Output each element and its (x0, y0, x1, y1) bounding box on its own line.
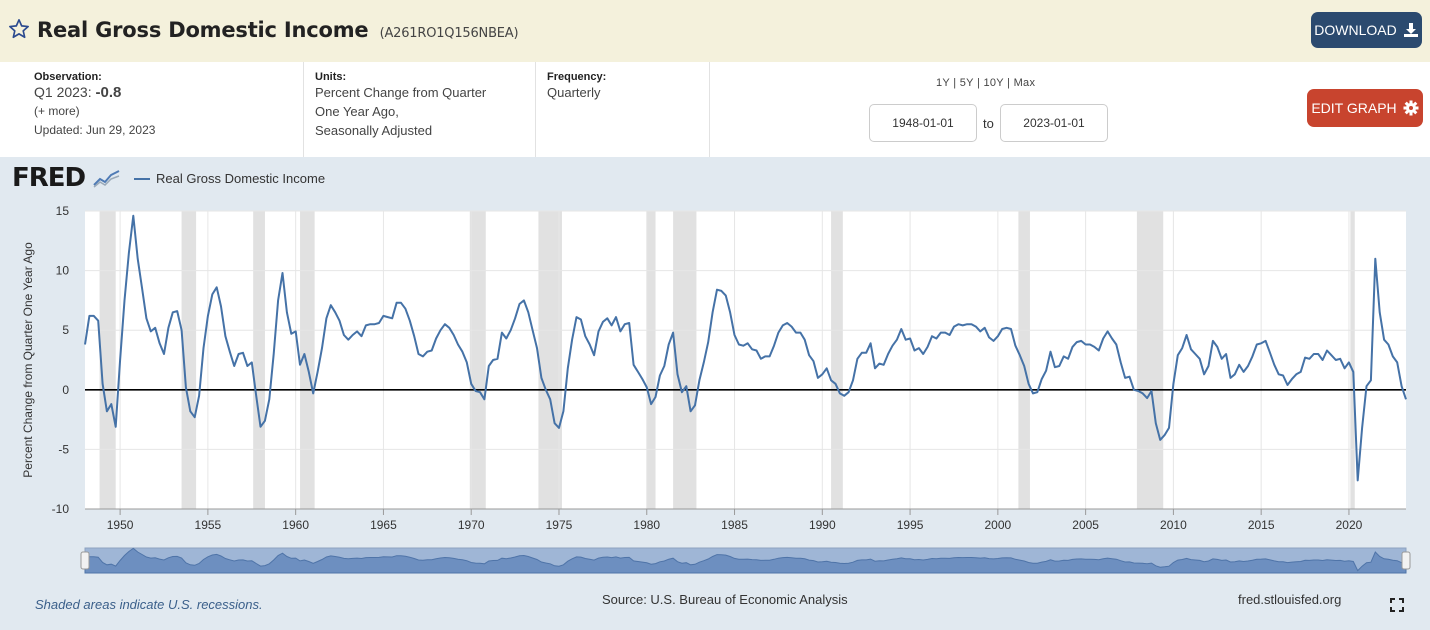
recession-band (646, 211, 656, 509)
line-chart[interactable]: -10 -5 0 5 10 15 1950 1955 1960 1965 1970 1975 1980 1… (0, 157, 1430, 577)
units-line-2: One Year Ago, (315, 104, 399, 119)
fred-chart-icon (93, 170, 120, 188)
page-title: Real Gross Domestic Income (A261RO1Q156N… (37, 18, 519, 42)
observation-number: -0.8 (95, 84, 122, 101)
y-tick-label: 5 (62, 323, 69, 337)
recession-band (300, 211, 315, 509)
series-id: (A261RO1Q156NBEA) (379, 26, 519, 41)
series-title: Real Gross Domestic Income (37, 18, 369, 42)
x-tick-label: 1960 (282, 518, 309, 532)
y-tick-label: 0 (62, 383, 69, 397)
updated-date: Updated: Jun 29, 2023 (34, 123, 156, 137)
y-tick-label: -10 (52, 502, 70, 516)
recession-band (253, 211, 265, 509)
series-line (84, 214, 1407, 482)
recession-band (1136, 211, 1164, 509)
observation-period: Q1 2023: (34, 84, 92, 100)
x-tick-label: 2000 (984, 518, 1011, 532)
observation-panel: Observation: Q1 2023: -0.8 (+ more) Upda… (0, 62, 304, 157)
download-label: DOWNLOAD (1314, 22, 1397, 38)
x-tick-label: 1965 (370, 518, 397, 532)
y-tick-label: 15 (56, 204, 70, 218)
x-tick-label: 1985 (721, 518, 748, 532)
x-tick-label: 1950 (107, 518, 134, 532)
units-panel: Units: Percent Change from Quarter One Y… (304, 62, 536, 157)
recession-band (538, 211, 562, 509)
end-date-input[interactable]: 2023-01-01 (1000, 104, 1108, 142)
legend-label: Real Gross Domestic Income (156, 171, 326, 186)
x-tick-label: 1980 (633, 518, 660, 532)
frequency-panel: Frequency: Quarterly (536, 62, 710, 157)
to-label: to (983, 116, 994, 131)
fullscreen-icon[interactable] (1390, 598, 1404, 612)
navigator-handle (80, 551, 90, 570)
fred-logo-text: FRED (12, 163, 86, 193)
y-axis-label: Percent Change from Quarter One Year Ago (21, 242, 35, 478)
observation-label: Observation: (34, 71, 102, 83)
recession-band (181, 211, 197, 509)
x-tick-label: 2015 (1248, 518, 1275, 532)
series-metadata: Observation: Q1 2023: -0.8 (+ more) Upda… (0, 62, 1430, 157)
observation-value: Q1 2023: -0.8 (34, 83, 303, 102)
source-text[interactable]: Source: U.S. Bureau of Economic Analysis (602, 592, 848, 607)
frequency-label: Frequency: (547, 71, 607, 83)
recession-note: Shaded areas indicate U.S. recessions. (35, 597, 263, 612)
edit-graph-button[interactable]: EDIT GRAPH (1307, 89, 1423, 127)
download-button[interactable]: DOWNLOAD (1311, 12, 1422, 48)
recession-band (673, 211, 697, 509)
legend-swatch (134, 177, 150, 180)
x-tick-label: 2005 (1072, 518, 1099, 532)
recession-band (469, 211, 486, 509)
units-label: Units: (315, 71, 347, 83)
x-tick-label: 2010 (1160, 518, 1187, 532)
fred-logo[interactable]: FRED (12, 163, 121, 193)
range-links[interactable]: 1Y | 5Y | 10Y | Max (936, 77, 1036, 89)
navigator-series (84, 547, 1407, 574)
start-date-input[interactable]: 1948-01-01 (869, 104, 977, 142)
more-link[interactable]: (+ more) (34, 104, 80, 118)
frequency-value: Quarterly (547, 85, 601, 100)
x-tick-label: 1970 (458, 518, 485, 532)
y-tick-label: 10 (56, 264, 70, 278)
recession-band (1018, 211, 1030, 509)
x-tick-label: 1995 (897, 518, 924, 532)
recession-band (831, 211, 843, 509)
star-icon[interactable] (8, 18, 30, 40)
edit-graph-label: EDIT GRAPH (1311, 100, 1397, 116)
download-icon (1403, 23, 1418, 37)
x-tick-label: 1990 (809, 518, 836, 532)
recession-band (1350, 211, 1355, 509)
x-tick-label: 1975 (546, 518, 573, 532)
recession-band (99, 211, 116, 509)
x-tick-label: 1955 (195, 518, 222, 532)
x-tick-label: 2020 (1336, 518, 1363, 532)
y-tick-label: -5 (58, 442, 69, 456)
units-line-3: Seasonally Adjusted (315, 123, 433, 138)
title-bar: Real Gross Domestic Income (A261RO1Q156N… (0, 0, 1430, 63)
units-line-1: Percent Change from Quarter (315, 85, 487, 100)
gear-icon (1403, 100, 1419, 116)
navigator-handle (1401, 551, 1411, 570)
plot-background (85, 211, 1406, 509)
chart-legend: Real Gross Domestic Income (134, 171, 325, 186)
site-link[interactable]: fred.stlouisfed.org (1238, 592, 1342, 607)
